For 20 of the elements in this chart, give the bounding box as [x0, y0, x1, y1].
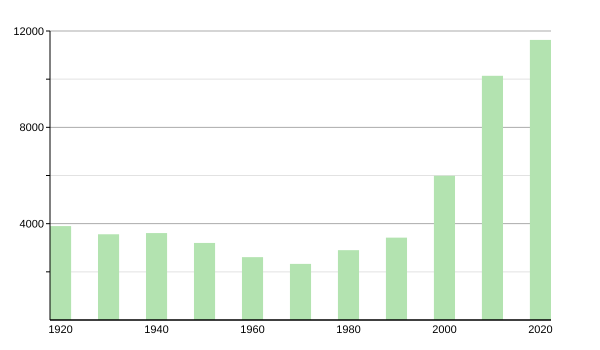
bar	[434, 176, 456, 320]
bar	[530, 40, 551, 320]
bar	[146, 233, 168, 320]
y-tick-label: 4000	[20, 218, 44, 231]
bar	[194, 242, 216, 320]
x-tick-label: 1960	[240, 324, 265, 336]
bar	[290, 264, 312, 320]
bar	[386, 238, 408, 320]
x-tick-label: 2020	[528, 324, 553, 336]
bar	[50, 226, 72, 320]
x-tick-label: 1940	[144, 324, 169, 336]
y-tick-label: 12000	[13, 26, 44, 38]
y-tick-label: 8000	[20, 122, 44, 134]
bar	[98, 234, 120, 320]
bar	[338, 250, 360, 320]
x-tick-label: 1920	[48, 324, 73, 336]
x-tick-label: 2000	[432, 324, 457, 336]
x-tick-label: 1980	[336, 324, 361, 336]
bar	[482, 76, 504, 320]
bar	[242, 257, 264, 320]
